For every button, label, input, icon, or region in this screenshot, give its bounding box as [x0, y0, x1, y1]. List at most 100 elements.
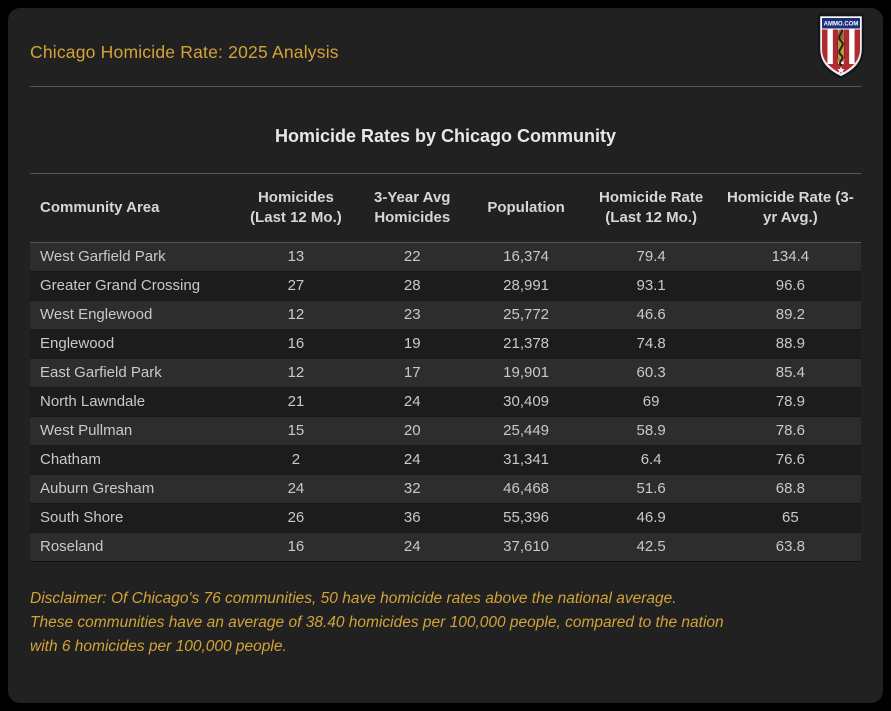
- value-cell: 85.4: [719, 358, 861, 388]
- page-title: Chicago Homicide Rate: 2025 Analysis: [30, 42, 339, 62]
- logo-text: AMMO.COM: [824, 22, 859, 28]
- value-cell: 79.4: [582, 242, 720, 272]
- table-row: West Garfield Park 13 22 16,374 79.4 134.4: [30, 242, 861, 272]
- value-cell: 26: [236, 503, 355, 533]
- value-cell: 15: [236, 416, 355, 446]
- col-homicides-12mo: Homicides (Last 12 Mo.): [236, 173, 355, 243]
- value-cell: 12: [236, 358, 355, 388]
- value-cell: 93.1: [582, 271, 720, 301]
- table-container: Community Area Homicides (Last 12 Mo.) 3…: [30, 173, 861, 562]
- value-cell: 19: [354, 329, 470, 359]
- value-cell: 17: [354, 358, 470, 388]
- value-cell: 24: [236, 474, 355, 504]
- community-name-cell: Roseland: [30, 532, 237, 562]
- col-3yr-avg-homicides: 3-Year Avg Homicides: [354, 173, 470, 243]
- value-cell: 46.6: [582, 300, 720, 330]
- header-divider: [30, 86, 861, 87]
- ammo-logo: AMMO.COM: [817, 13, 865, 79]
- col-population: Population: [469, 173, 583, 243]
- value-cell: 24: [354, 532, 470, 562]
- value-cell: 68.8: [719, 474, 861, 504]
- disclaimer-line: with 6 homicides per 100,000 people.: [30, 638, 287, 655]
- value-cell: 27: [236, 271, 355, 301]
- logo-banner: [821, 17, 861, 30]
- community-name-cell: West Englewood: [30, 300, 237, 330]
- table-row: West Pullman 15 20 25,449 58.9 78.6: [30, 416, 861, 446]
- value-cell: 46,468: [469, 474, 583, 504]
- infographic-card: Chicago Homicide Rate: 2025 Analysis: [8, 8, 883, 703]
- value-cell: 22: [354, 242, 470, 272]
- table-row: North Lawndale 21 24 30,409 69 78.9: [30, 387, 861, 417]
- value-cell: 21,378: [469, 329, 583, 359]
- value-cell: 60.3: [582, 358, 720, 388]
- community-name-cell: Englewood: [30, 329, 237, 359]
- value-cell: 51.6: [582, 474, 720, 504]
- disclaimer: Disclaimer: Of Chicago's 76 communities,…: [30, 587, 861, 659]
- value-cell: 12: [236, 300, 355, 330]
- value-cell: 6.4: [582, 445, 720, 475]
- community-name-cell: South Shore: [30, 503, 237, 533]
- community-name-cell: Auburn Gresham: [30, 474, 237, 504]
- table-title: Homicide Rates by Chicago Community: [274, 126, 617, 146]
- value-cell: 19,901: [469, 358, 583, 388]
- value-cell: 16,374: [469, 242, 583, 272]
- community-name-cell: East Garfield Park: [30, 358, 237, 388]
- value-cell: 78.6: [719, 416, 861, 446]
- value-cell: 13: [236, 242, 355, 272]
- value-cell: 31,341: [469, 445, 583, 475]
- value-cell: 37,610: [469, 532, 583, 562]
- value-cell: 20: [354, 416, 470, 446]
- value-cell: 25,449: [469, 416, 583, 446]
- table-body: West Garfield Park 13 22 16,374 79.4 134.4 Gre…: [30, 242, 861, 562]
- value-cell: 65: [719, 503, 861, 533]
- table-row: Roseland 16 24 37,610 42.5 63.8: [30, 532, 861, 562]
- community-name-cell: West Pullman: [30, 416, 237, 446]
- homicide-table: Community Area Homicides (Last 12 Mo.) 3…: [30, 173, 861, 562]
- star-icon: [837, 66, 845, 74]
- value-cell: 28,991: [469, 271, 583, 301]
- table-row: Chatham 2 24 31,341 6.4 76.6: [30, 445, 861, 475]
- community-name-cell: West Garfield Park: [30, 242, 237, 272]
- value-cell: 16: [236, 329, 355, 359]
- col-rate-3yr: Homicide Rate (3-yr Avg.): [719, 173, 861, 243]
- value-cell: 134.4: [719, 242, 861, 272]
- table-row: Greater Grand Crossing 27 28 28,991 93.1 96.6: [30, 271, 861, 301]
- value-cell: 74.8: [582, 329, 720, 359]
- value-cell: 69: [582, 387, 720, 417]
- value-cell: 96.6: [719, 271, 861, 301]
- value-cell: 16: [236, 532, 355, 562]
- value-cell: 58.9: [582, 416, 720, 446]
- disclaimer-line: Disclaimer: Of Chicago's 76 communities,…: [30, 590, 677, 607]
- value-cell: 36: [354, 503, 470, 533]
- table-row: East Garfield Park 12 17 19,901 60.3 85.4: [30, 358, 861, 388]
- col-rate-12mo: Homicide Rate (Last 12 Mo.): [582, 173, 720, 243]
- value-cell: 55,396: [469, 503, 583, 533]
- community-name-cell: North Lawndale: [30, 387, 237, 417]
- community-name-cell: Greater Grand Crossing: [30, 271, 237, 301]
- value-cell: 78.9: [719, 387, 861, 417]
- value-cell: 32: [354, 474, 470, 504]
- value-cell: 30,409: [469, 387, 583, 417]
- value-cell: 76.6: [719, 445, 861, 475]
- value-cell: 24: [354, 387, 470, 417]
- table-header-row: Community Area Homicides (Last 12 Mo.) 3…: [30, 173, 861, 243]
- disclaimer-line: These communities have an average of 38.…: [30, 614, 724, 631]
- value-cell: 21: [236, 387, 355, 417]
- table-row: Auburn Gresham 24 32 46,468 51.6 68.8: [30, 474, 861, 504]
- value-cell: 88.9: [719, 329, 861, 359]
- table-row: South Shore 26 36 55,396 46.9 65: [30, 503, 861, 533]
- value-cell: 28: [354, 271, 470, 301]
- value-cell: 63.8: [719, 532, 861, 562]
- col-community-area: Community Area: [30, 173, 237, 243]
- card-header: Chicago Homicide Rate: 2025 Analysis: [8, 8, 883, 86]
- table-row: West Englewood 12 23 25,772 46.6 89.2: [30, 300, 861, 330]
- value-cell: 25,772: [469, 300, 583, 330]
- value-cell: 2: [236, 445, 355, 475]
- value-cell: 89.2: [719, 300, 861, 330]
- value-cell: 24: [354, 445, 470, 475]
- table-row: Englewood 16 19 21,378 74.8 88.9: [30, 329, 861, 359]
- value-cell: 23: [354, 300, 470, 330]
- value-cell: 42.5: [582, 532, 720, 562]
- community-name-cell: Chatham: [30, 445, 237, 475]
- value-cell: 46.9: [582, 503, 720, 533]
